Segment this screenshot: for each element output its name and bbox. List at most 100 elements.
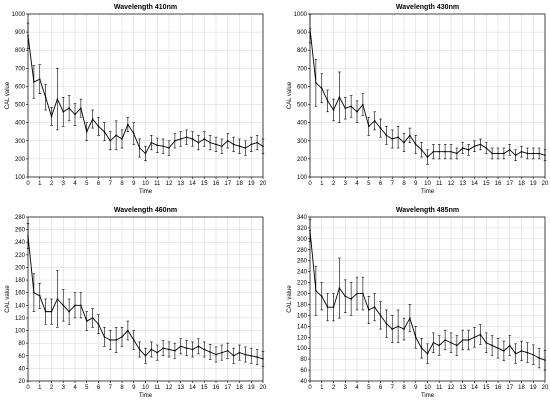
- x-tick-label: 9: [414, 385, 418, 391]
- data-point: [215, 353, 217, 356]
- data-point: [461, 339, 464, 341]
- data-point: [121, 138, 123, 140]
- x-tick-label: 1: [320, 181, 324, 187]
- x-tick-label: 3: [62, 181, 66, 187]
- data-point: [85, 320, 88, 322]
- y-tick-label: 60: [300, 368, 307, 374]
- data-point: [56, 298, 59, 300]
- data-point: [250, 354, 253, 357]
- y-tick-label: 1000: [294, 12, 308, 18]
- data-point: [367, 125, 370, 128]
- x-tick-label: 8: [402, 181, 406, 187]
- data-point: [385, 322, 388, 325]
- x-tick-label: 9: [414, 181, 418, 187]
- y-tick-label: 200: [15, 265, 26, 271]
- y-tick-label: 300: [15, 139, 26, 145]
- data-point: [497, 347, 499, 350]
- data-point: [256, 141, 258, 144]
- data-point: [127, 123, 129, 126]
- data-point: [138, 348, 141, 351]
- data-point: [367, 309, 370, 311]
- x-tick-label: 10: [142, 181, 149, 187]
- y-tick-label: 200: [297, 292, 308, 298]
- x-tick-label: 20: [260, 181, 267, 187]
- y-tick-label: 240: [15, 240, 26, 246]
- x-tick-label: 19: [248, 385, 255, 391]
- data-point: [80, 107, 82, 109]
- data-point: [62, 304, 65, 307]
- y-tick-label: 180: [15, 278, 26, 284]
- data-point: [444, 150, 446, 153]
- data-point: [532, 353, 535, 356]
- data-point: [485, 341, 488, 344]
- data-point: [97, 125, 100, 128]
- data-point: [320, 87, 323, 90]
- data-point: [385, 134, 388, 137]
- data-point: [162, 145, 164, 148]
- data-point: [62, 111, 65, 113]
- x-tick-label: 11: [436, 181, 443, 187]
- data-point: [256, 356, 258, 358]
- chart-title: Wavelength 460nm: [114, 207, 177, 214]
- x-axis-label: Time: [421, 393, 435, 399]
- y-tick-label: 300: [297, 139, 308, 145]
- data-point: [121, 336, 123, 338]
- data-point: [456, 152, 458, 155]
- data-point: [332, 306, 335, 309]
- x-tick-label: 18: [236, 181, 243, 187]
- data-point: [44, 310, 47, 313]
- y-tick-label: 900: [15, 30, 26, 36]
- x-tick-label: 12: [166, 385, 173, 391]
- x-tick-label: 9: [132, 181, 136, 187]
- y-tick-label: 500: [15, 103, 26, 109]
- data-point: [132, 132, 135, 135]
- x-tick-label: 5: [367, 385, 371, 391]
- x-tick-label: 4: [73, 385, 77, 391]
- x-tick-label: 20: [260, 385, 267, 391]
- y-axis-label: CAL value: [5, 81, 11, 109]
- data-point: [403, 328, 405, 330]
- data-point: [68, 310, 70, 313]
- data-point: [420, 149, 423, 151]
- x-tick-label: 19: [530, 385, 537, 391]
- x-tick-label: 19: [248, 181, 255, 187]
- data-point: [91, 317, 94, 319]
- x-tick-label: 2: [332, 385, 336, 391]
- x-tick-label: 17: [224, 181, 231, 187]
- data-point: [426, 352, 429, 355]
- y-axis-label: CAL value: [5, 285, 11, 313]
- data-point: [127, 329, 129, 332]
- x-tick-label: 14: [471, 181, 478, 187]
- x-tick-label: 8: [120, 181, 124, 187]
- data-point: [38, 78, 41, 80]
- x-tick-label: 10: [424, 385, 431, 391]
- data-point: [479, 333, 482, 336]
- data-point: [432, 341, 435, 344]
- data-point: [185, 347, 188, 350]
- x-tick-label: 5: [367, 181, 371, 187]
- x-tick-label: 13: [177, 385, 184, 391]
- data-point: [109, 339, 112, 341]
- data-point: [397, 136, 399, 138]
- x-tick-label: 8: [402, 385, 406, 391]
- data-point: [221, 351, 223, 354]
- data-point: [338, 96, 341, 99]
- data-point: [420, 347, 423, 350]
- x-tick-label: 19: [530, 181, 537, 187]
- y-tick-label: 40: [18, 366, 25, 372]
- x-tick-label: 18: [236, 385, 243, 391]
- data-point: [514, 154, 517, 157]
- data-point: [203, 348, 206, 351]
- data-point: [544, 359, 546, 362]
- data-point: [344, 295, 347, 298]
- data-point: [503, 152, 505, 155]
- x-axis-label: Time: [139, 393, 153, 399]
- data-point: [544, 154, 546, 157]
- y-tick-label: 120: [297, 335, 308, 341]
- x-tick-label: 11: [154, 181, 161, 187]
- data-point: [144, 354, 147, 357]
- x-tick-label: 4: [355, 181, 359, 187]
- data-point: [344, 107, 347, 109]
- data-point: [221, 145, 223, 148]
- data-point: [115, 339, 117, 341]
